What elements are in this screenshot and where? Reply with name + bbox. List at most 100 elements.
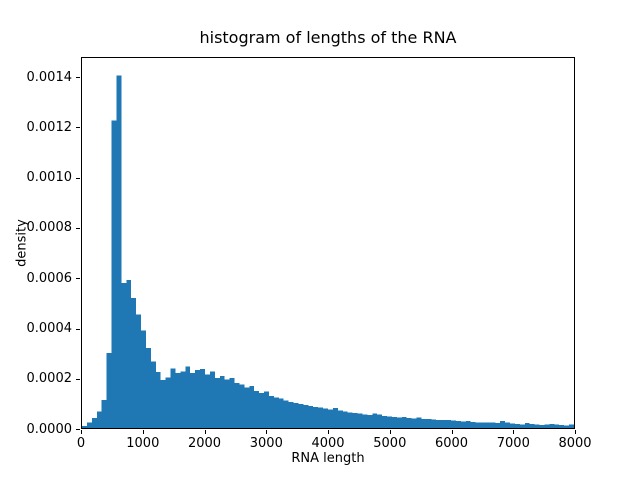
x-tick-mark [328,430,329,434]
histogram-bar [495,422,501,428]
histogram-bars [82,75,574,428]
histogram-bar [485,422,491,428]
x-tick-mark [204,430,206,434]
histogram-bar [342,411,348,428]
histogram-bar [116,75,122,428]
x-tick-label: 5000 [373,436,407,451]
histogram-bar [529,424,535,428]
histogram-bar [288,401,294,428]
y-tick-label: 0.0000 [26,421,73,437]
histogram-bar [328,409,333,428]
y-tick-label: 0.0004 [26,321,73,336]
histogram-bar [411,418,417,428]
histogram-bar [377,414,383,428]
histogram-bar [323,408,328,428]
x-tick-label: 8000 [558,436,592,451]
x-tick-mark [575,430,576,434]
histogram-bar [549,424,555,428]
x-tick-label: 2000 [187,436,222,451]
histogram-bar [446,419,451,428]
y-tick-mark [76,378,80,380]
y-tick-label: 0.0002 [26,371,73,387]
histogram-bar [470,422,476,428]
histogram-bar [283,400,289,428]
y-tick-label: 0.0012 [26,119,73,135]
histogram-bar [239,384,245,428]
histogram-bar [273,397,279,428]
x-tick-label: 1000 [126,436,160,451]
histogram-bar [387,416,392,428]
histogram-bar [224,379,230,428]
histogram-bar [190,372,196,428]
histogram-bar [451,420,456,428]
histogram-bar [524,423,530,428]
y-tick-mark [76,177,80,179]
histogram-bar [500,420,506,428]
histogram-bar [490,422,496,428]
y-tick-mark [76,429,80,430]
x-tick-mark [81,430,82,434]
histogram-bar [372,413,378,428]
histogram-bar [185,366,191,428]
x-tick-mark [142,430,144,434]
histogram-bar [391,416,397,428]
histogram-bar [234,382,240,428]
histogram-bar [318,407,324,428]
histogram-bar [141,330,146,428]
plot-area [81,57,575,429]
chart-title: histogram of lengths of the RNA [199,28,457,47]
histogram-bar [569,424,574,428]
histogram-bar [401,417,407,428]
histogram-bar [293,402,299,428]
histogram-bar [82,426,87,428]
histogram-bar [136,314,142,428]
histogram-bar [145,348,151,428]
histogram-bar [465,421,471,428]
histogram-bar [106,352,112,428]
histogram-bar [460,421,466,428]
histogram-bar [505,422,511,428]
y-tick-label: 0.0006 [26,270,73,286]
histogram-bar [214,378,220,428]
y-tick-label: 0.0008 [26,220,73,236]
histogram-bar [160,379,166,428]
histogram-bar [91,418,97,428]
histogram-bar [534,424,540,428]
histogram-bar [431,419,437,428]
histogram-bar [367,415,373,428]
histogram-bar [86,422,92,428]
x-axis-label: RNA length [291,451,365,466]
x-tick-mark [513,430,515,434]
histogram-bar [480,422,486,428]
histogram-bar [362,414,368,428]
histogram-bar [200,368,205,428]
histogram-bar [554,424,560,428]
histogram-bar [382,416,388,428]
histogram-bar [209,371,215,428]
histogram-bar [539,424,545,428]
histogram-bar [455,420,461,428]
histogram-bar [564,425,570,428]
histogram-bar [406,418,412,428]
histogram-bar [396,417,402,428]
histogram-bar [421,418,427,428]
x-tick-mark [451,430,453,434]
histogram-bar [244,387,250,428]
y-tick-mark [76,77,80,79]
histogram-bar [249,386,255,428]
x-tick-label: 6000 [434,436,469,451]
histogram-bar [155,371,161,428]
histogram-bar [254,391,260,428]
y-tick-mark [76,278,80,280]
y-tick-mark [76,328,80,330]
histogram-bar [519,424,525,428]
histogram-bar [559,424,565,428]
histogram-bar [96,411,102,428]
y-tick-mark [76,127,80,129]
histogram-bar [259,392,265,428]
x-tick-label: 3000 [249,436,283,451]
x-tick-label: 4000 [311,436,345,451]
histogram-bar [298,404,304,428]
histogram-bar [332,407,338,428]
